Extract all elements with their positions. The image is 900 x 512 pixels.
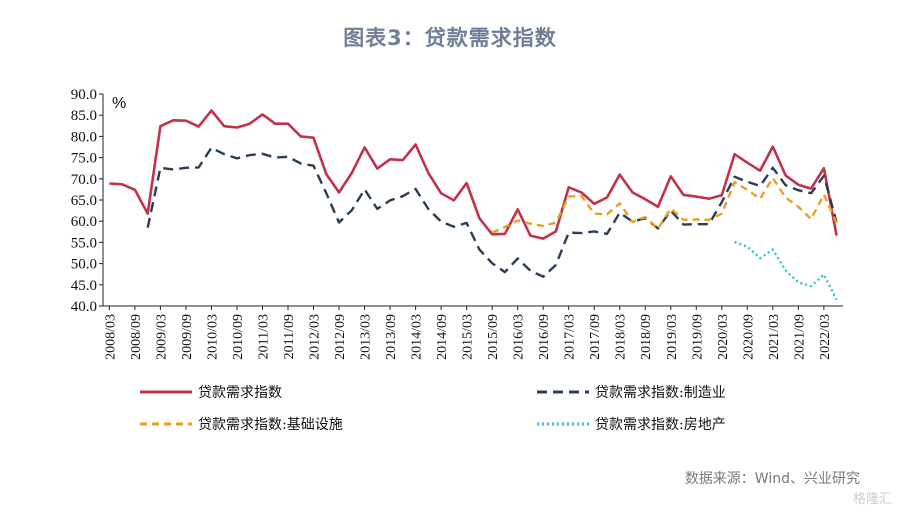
x-tick-label: 2011/09 [282,314,297,359]
x-tick-label: 2019/03 [665,314,680,360]
legend-label: 贷款需求指数:基础设施 [198,416,343,433]
x-tick-label: 2019/09 [690,314,705,360]
x-tick-label: 2020/03 [716,314,731,360]
y-tick-label: 60.0 [71,214,97,230]
legend-item-infrastructure: 贷款需求指数:基础设施 [140,416,343,433]
y-tick-label: 40.0 [71,299,97,315]
x-tick-label: 2008/03 [103,314,118,360]
legend-label: 贷款需求指数 [198,385,282,401]
x-tick-label: 2014/03 [410,314,425,360]
source-note: 数据来源：Wind、兴业研究 [684,471,860,487]
legend: 贷款需求指数 贷款需求指数:制造业 贷款需求指数:基础设施 贷款需求指数:房地产 [140,385,726,433]
legend-label: 贷款需求指数:制造业 [595,385,726,401]
x-tick-label: 2021/09 [792,314,807,360]
series-line-3 [491,176,838,234]
x-tick-label: 2016/09 [537,314,552,360]
x-tick-label: 2018/03 [614,314,629,360]
y-tick-label: 65.0 [71,193,97,209]
y-tick-label: 80.0 [71,129,97,145]
y-tick-label: 50.0 [71,257,97,273]
x-tick-label: 2008/09 [129,314,144,360]
x-tick-label: 2018/09 [639,314,654,360]
x-axis: 2008/03 2008/09 2009/03 2009/09 2010/03 2010/… [103,305,843,360]
x-tick-label: 2011/03 [256,314,271,359]
y-tick-label: 90.0 [71,87,97,103]
x-tick-label: 2016/03 [512,314,527,360]
x-tick-label: 2010/09 [231,314,246,360]
chart-title: 图表3：贷款需求指数 [343,26,557,50]
y-tick-label: 70.0 [71,172,97,188]
y-tick-label: 85.0 [71,108,97,124]
x-tick-label: 2013/03 [359,314,374,360]
y-tick-label: 45.0 [71,278,97,294]
series-line-4 [734,240,838,301]
x-tick-label: 2022/03 [818,314,833,360]
y-axis: 40.0 45.0 50.0 55.0 60.0 65.0 70.0 75.0 80.0 85.0… [71,87,104,315]
x-tick-label: 2009/03 [154,314,169,360]
x-tick-label: 2010/03 [205,314,220,360]
legend-item-loan-demand: 贷款需求指数 [140,385,282,401]
x-tick-label: 2013/09 [384,314,399,360]
x-tick-label: 2020/09 [741,314,756,360]
legend-label: 贷款需求指数:房地产 [595,417,726,433]
x-tick-label: 2021/03 [767,314,782,360]
y-tick-label: 75.0 [71,151,97,167]
x-tick-label: 2015/09 [486,314,501,360]
x-tick-label: 2012/09 [333,314,348,360]
x-tick-label: 2017/03 [563,314,578,360]
series-lines [109,109,838,301]
x-tick-label: 2009/09 [180,314,195,360]
x-tick-label: 2014/09 [435,314,450,360]
series-line-1 [109,109,838,240]
x-tick-label: 2015/03 [461,314,476,360]
unit-label: % [112,95,126,112]
watermark-logo: 格隆汇 [852,492,892,507]
series-line-2 [146,146,838,278]
y-tick-label: 55.0 [71,235,97,251]
legend-item-real-estate: 贷款需求指数:房地产 [537,417,726,433]
x-tick-label: 2017/09 [588,314,603,360]
x-tick-label: 2012/03 [308,314,323,360]
legend-item-manufacturing: 贷款需求指数:制造业 [537,385,726,401]
